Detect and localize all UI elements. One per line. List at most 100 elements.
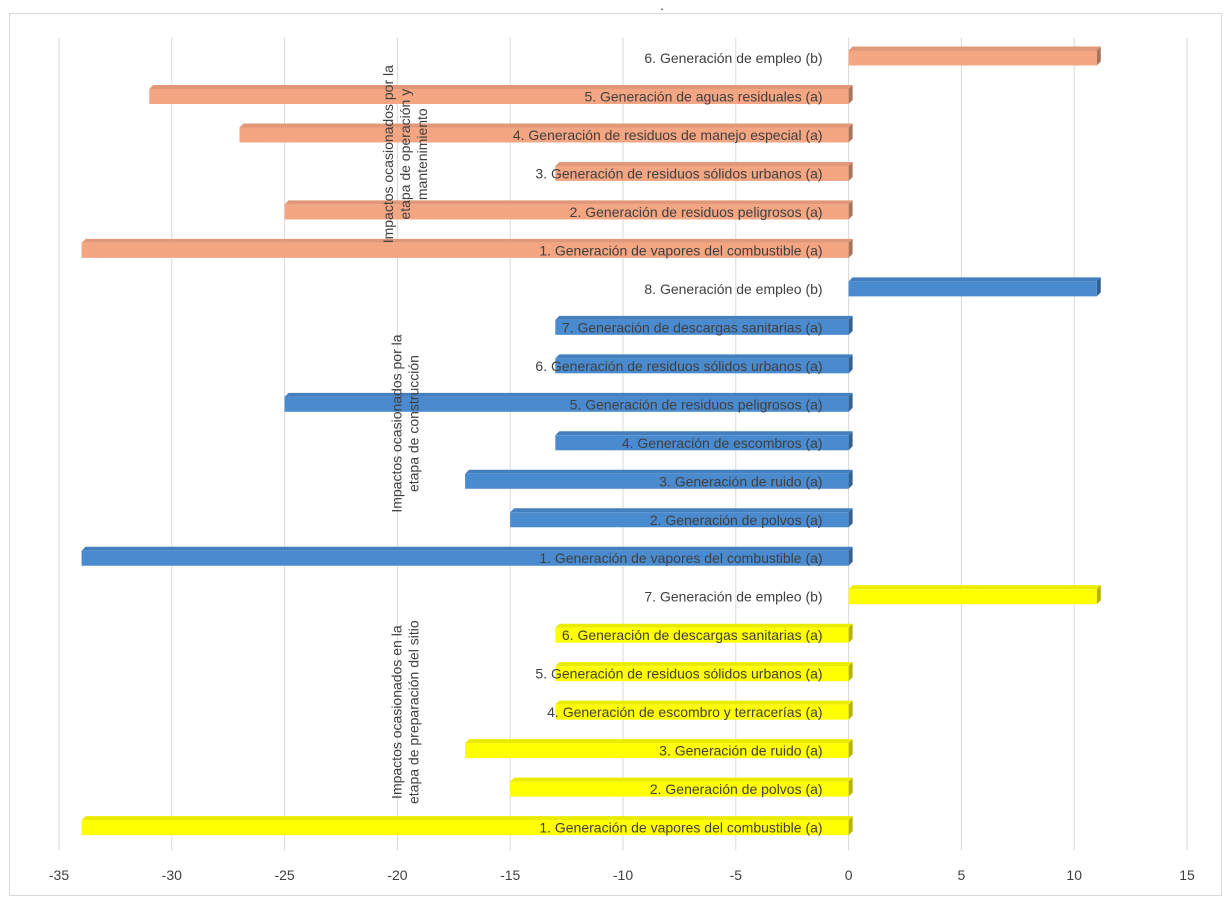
bar-top — [81, 238, 853, 243]
bar-side — [848, 392, 853, 412]
bar — [848, 281, 1097, 297]
bar — [555, 358, 849, 374]
bar-top — [555, 354, 853, 359]
bar — [465, 473, 849, 489]
category-label: 6. Generación de empleo (b) — [644, 50, 822, 66]
bar-top — [555, 161, 853, 166]
bar-side — [848, 354, 853, 374]
bar — [848, 50, 1097, 66]
x-tick-label: 0 — [845, 867, 853, 883]
category-label: 6. Generación de descargas sanitarias (a… — [562, 627, 823, 643]
group-label: Impactos ocasionados en laetapa de prepa… — [389, 620, 422, 804]
bar-top — [555, 623, 853, 628]
category-label: 2. Generación de polvos (a) — [650, 512, 823, 528]
category-label: 8. Generación de empleo (b) — [644, 281, 822, 297]
bars — [81, 46, 1101, 836]
bar — [555, 627, 849, 643]
bar-top — [848, 585, 1101, 590]
bar-top — [848, 46, 1101, 51]
x-tick-label: -20 — [387, 867, 407, 883]
group-label: Impactos ocasionados por laetapa de oper… — [380, 65, 430, 243]
bar-top — [555, 315, 853, 320]
bar-top — [149, 84, 853, 89]
bar-side — [848, 469, 853, 489]
x-tick-label: 15 — [1179, 867, 1195, 883]
x-tick-label: -30 — [162, 867, 182, 883]
category-label: 3. Generación de ruido (a) — [659, 743, 822, 759]
bar — [465, 743, 849, 759]
group-labels: Impactos ocasionados por laetapa de oper… — [380, 65, 430, 804]
x-tick-label: -5 — [730, 867, 743, 883]
bar — [848, 589, 1097, 605]
bar-top — [239, 123, 853, 128]
bar — [81, 820, 849, 836]
bar — [239, 127, 849, 143]
category-label: 4. Generación de escombros (a) — [622, 435, 823, 451]
bar — [555, 666, 849, 682]
bar-side — [848, 816, 853, 836]
bar-side — [848, 662, 853, 682]
bar-side — [1096, 585, 1101, 605]
bar-top — [555, 431, 853, 436]
bar — [510, 512, 849, 528]
chart-border — [9, 13, 1222, 896]
bar-top — [848, 277, 1101, 282]
group-label: Impactos ocasionados por laetapa de cons… — [389, 334, 422, 512]
x-tick-label: -25 — [274, 867, 294, 883]
category-label: 4. Generación de residuos de manejo espe… — [513, 127, 823, 143]
category-label: 1. Generación de vapores del combustible… — [539, 242, 822, 258]
bar-top — [510, 777, 853, 782]
bar — [81, 242, 849, 258]
bar — [81, 550, 849, 566]
bar-side — [848, 315, 853, 335]
category-label: 2. Generación de polvos (a) — [650, 781, 823, 797]
bar-side — [848, 700, 853, 720]
bar — [555, 319, 849, 335]
bar-side — [848, 161, 853, 181]
category-label: 5. Generación de residuos peligrosos (a) — [570, 396, 823, 412]
bar-side — [848, 739, 853, 759]
category-labels: 6. Generación de empleo (b) 5. Generación… — [513, 50, 823, 836]
bar-side — [848, 238, 853, 258]
bar-top — [81, 816, 853, 821]
bar-top — [510, 508, 853, 513]
category-label: 5. Generación de aguas residuales (a) — [584, 88, 822, 104]
category-label: 7. Generación de descargas sanitarias (a… — [562, 319, 823, 335]
category-label: 4. Generación de escombro y terracerías … — [547, 704, 822, 720]
category-label: 1. Generación de vapores del combustible… — [539, 550, 822, 566]
bar — [284, 204, 849, 220]
x-tick-label: -10 — [613, 867, 633, 883]
bar-side — [848, 546, 853, 566]
bar-side — [848, 623, 853, 643]
category-label: 5. Generación de residuos sólidos urbano… — [535, 666, 822, 682]
bar — [510, 781, 849, 797]
bar-side — [1096, 46, 1101, 66]
category-label: 6. Generación de residuos sólidos urbano… — [535, 358, 822, 374]
bar-side — [848, 508, 853, 528]
bar-side — [1096, 277, 1101, 297]
category-label: 2. Generación de residuos peligrosos (a) — [570, 204, 823, 220]
x-axis-ticks: -35 -30 -25 -20 -15 -10 -5 0 5 10 15 — [49, 867, 1195, 883]
x-tick-label: 10 — [1066, 867, 1082, 883]
bar — [284, 396, 849, 412]
x-tick-label: -15 — [500, 867, 520, 883]
category-label: 3. Generación de residuos sólidos urbano… — [535, 165, 822, 181]
bar — [149, 88, 849, 104]
bar — [555, 165, 849, 181]
bar-top — [465, 469, 853, 474]
bar-side — [848, 777, 853, 797]
bar — [555, 704, 849, 720]
category-label: 3. Generación de ruido (a) — [659, 473, 822, 489]
bar-top — [284, 392, 853, 397]
bar-top — [284, 200, 853, 205]
x-tick-label: 5 — [958, 867, 966, 883]
bar-side — [848, 200, 853, 220]
bar-top — [465, 739, 853, 744]
bar-side — [848, 84, 853, 104]
category-label: 7. Generación de empleo (b) — [644, 589, 822, 605]
bar-top — [555, 700, 853, 705]
bar — [555, 435, 849, 451]
bar-side — [848, 123, 853, 143]
bar-side — [848, 431, 853, 451]
category-label: 1. Generación de vapores del combustible… — [539, 820, 822, 836]
